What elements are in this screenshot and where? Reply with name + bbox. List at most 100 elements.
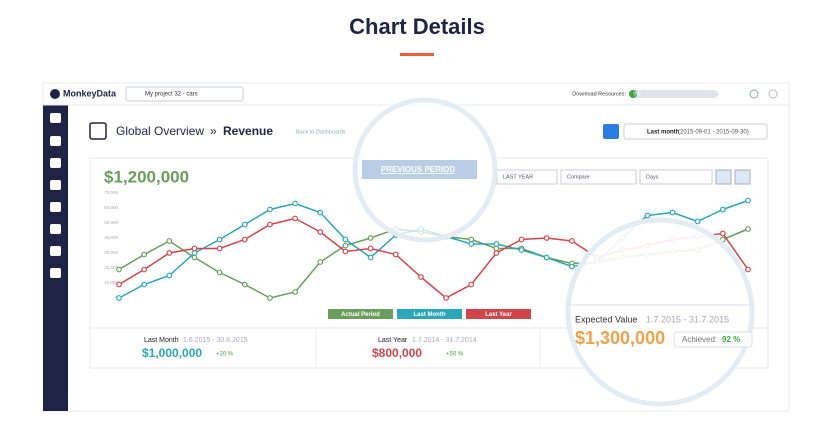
- data-point: [216, 236, 223, 243]
- previous-period-button[interactable]: [362, 160, 477, 179]
- stat-range: 1.6.2015 - 30.6.2015: [183, 337, 248, 344]
- download-button[interactable]: [603, 124, 619, 139]
- data-point: [342, 248, 349, 255]
- sidebar: [43, 105, 68, 411]
- y-tick-label: 50,000: [104, 220, 118, 225]
- stat-value: $800,000: [372, 346, 422, 360]
- data-point: [116, 281, 122, 288]
- brand: MonkeyData: [63, 88, 117, 98]
- back-link[interactable]: Back to Dashboards: [296, 129, 346, 135]
- data-point: [392, 251, 399, 258]
- achieved-label: Achieved:: [682, 335, 717, 344]
- magnifier: [565, 217, 755, 407]
- stat-name: Last Month: [144, 337, 179, 344]
- stat-change: +20 %: [216, 352, 234, 358]
- data-point: [191, 245, 198, 252]
- data-point: [367, 235, 374, 241]
- y-tick-label: 30,000: [104, 250, 118, 255]
- data-point: [493, 250, 500, 256]
- data-point: [166, 250, 173, 256]
- data-point: [342, 242, 349, 249]
- data-point: [745, 226, 751, 232]
- total: $1,200,000: [104, 167, 189, 186]
- data-point: [292, 215, 299, 222]
- data-point: [166, 272, 173, 279]
- data-point: [241, 281, 248, 288]
- data-point: [518, 247, 525, 253]
- data-point: [116, 295, 122, 301]
- data-point: [644, 212, 651, 219]
- y-tick-label: 20,000: [104, 265, 118, 270]
- achieved-box: [673, 331, 753, 348]
- data-point: [568, 238, 575, 244]
- page-name: Revenue: [223, 124, 273, 138]
- legend-label: Last Month: [414, 312, 446, 318]
- data-point: [141, 251, 148, 258]
- period-select[interactable]: [623, 123, 768, 140]
- data-point: [317, 259, 324, 265]
- data-point: [468, 281, 475, 288]
- section: Global Overview: [116, 124, 204, 138]
- download-label: Download Resources:: [572, 91, 626, 97]
- data-point: [267, 206, 273, 213]
- separator: »: [210, 124, 217, 138]
- data-point: [568, 263, 575, 270]
- stat-value: $1,000,000: [142, 346, 202, 360]
- data-point: [745, 266, 751, 273]
- data-point: [241, 221, 248, 228]
- data-point: [267, 221, 273, 228]
- legend-swatch: [328, 309, 393, 319]
- days: Days: [646, 174, 659, 180]
- y-tick-label: 10,000: [104, 280, 118, 285]
- legend-swatch: [466, 309, 531, 319]
- data-point: [694, 218, 701, 225]
- last-year: LAST YEAR: [503, 174, 533, 180]
- chart-type-button[interactable]: [715, 169, 732, 185]
- previous-period: PREVIOUS PERIOD: [381, 165, 455, 174]
- settings-icon[interactable]: [768, 89, 778, 99]
- data-point: [317, 229, 324, 235]
- period-range: (2015-09-01 - 2015-09-30): [678, 130, 749, 136]
- expected-range: 1.7.2015 - 31.7.2015: [646, 314, 729, 324]
- data-point: [292, 289, 299, 295]
- zoom-button[interactable]: [734, 169, 751, 185]
- legend-label: Actual Period: [341, 312, 380, 318]
- compare: Compare: [567, 174, 590, 180]
- data-point: [418, 274, 424, 280]
- data-point: [518, 236, 525, 243]
- data-point: [267, 295, 273, 301]
- data-point: [241, 236, 248, 243]
- legend-label: Last Year: [485, 312, 512, 318]
- data-point: [468, 241, 475, 247]
- download-progress: [629, 90, 638, 98]
- title-underline: [400, 53, 434, 56]
- expected-name: Expected Value: [575, 314, 637, 324]
- data-point: [493, 241, 500, 247]
- data-point: [317, 209, 324, 216]
- stat-change: +50 %: [446, 352, 464, 358]
- data-point: [719, 206, 726, 213]
- legend: Actual Period Last Month Last Year: [328, 309, 531, 319]
- data-point: [141, 266, 148, 273]
- days-select[interactable]: [639, 169, 713, 185]
- y-tick-label: 40,000: [104, 235, 118, 240]
- notif-icon[interactable]: [749, 89, 759, 99]
- data-point: [216, 245, 223, 252]
- project-select[interactable]: [125, 86, 244, 102]
- y-tick-label: 70,000: [104, 190, 118, 195]
- data-point: [166, 238, 173, 244]
- download-value: 9%: [633, 91, 641, 97]
- compare-select[interactable]: [560, 169, 637, 185]
- y-tick-label: 60,000: [104, 205, 118, 210]
- data-point: [367, 245, 374, 252]
- brand-logo: [50, 89, 60, 99]
- data-point: [543, 254, 550, 261]
- data-point: [669, 209, 676, 216]
- data-point: [216, 269, 223, 276]
- data-point: [116, 266, 122, 273]
- stat-name: Last Year: [378, 337, 408, 344]
- data-point: [141, 281, 148, 288]
- data-point: [543, 235, 550, 241]
- overview-icon: [89, 122, 107, 140]
